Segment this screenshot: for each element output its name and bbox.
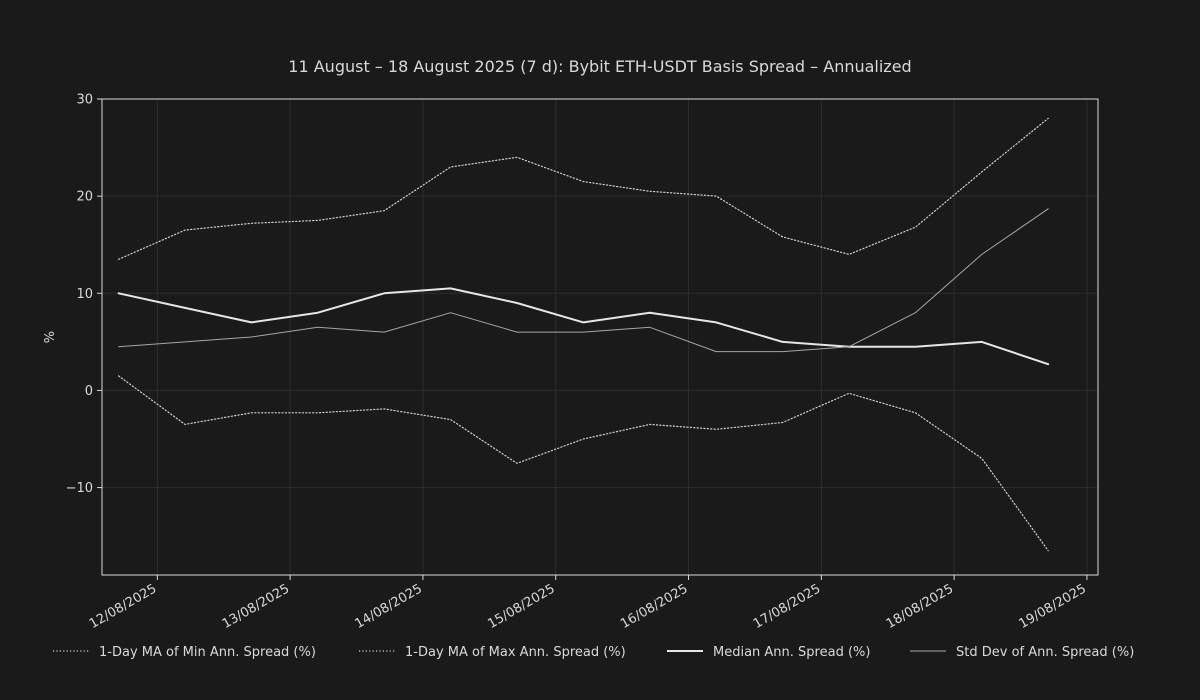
x-tick-label: 16/08/2025 [618,581,690,631]
legend-label: 1-Day MA of Min Ann. Spread (%) [99,645,316,660]
y-axis: −10 0 10 20 30 [66,93,102,496]
y-tick-label: 20 [76,190,93,205]
x-axis: 12/08/2025 13/08/2025 14/08/2025 15/08/2025… [87,575,1089,632]
legend: 1-Day MA of Min Ann. Spread (%) 1-Day MA … [53,645,1134,660]
y-tick-label: 30 [76,93,93,108]
series-line-2 [117,287,1050,366]
plot-frame [101,98,1099,576]
x-tick-label: 14/08/2025 [353,581,425,631]
series-line-3 [118,208,1049,353]
chart-title: 11 August – 18 August 2025 (7 d): Bybit … [288,57,911,76]
x-tick-label: 15/08/2025 [485,581,557,631]
y-tick-label: 10 [76,287,93,302]
y-tick-label: 0 [85,384,93,399]
legend-label: Median Ann. Spread (%) [713,645,870,660]
x-tick-label: 13/08/2025 [220,581,292,631]
y-tick-label: −10 [66,481,93,496]
x-tick-label: 19/08/2025 [1017,581,1089,631]
y-axis-label: % [43,331,58,343]
x-tick-label: 18/08/2025 [884,581,956,631]
legend-label: Std Dev of Ann. Spread (%) [956,645,1134,660]
legend-label: 1-Day MA of Max Ann. Spread (%) [405,645,626,660]
series-lines [117,117,1050,552]
x-tick-label: 12/08/2025 [87,581,159,631]
series-line-0 [117,375,1049,552]
x-tick-label: 17/08/2025 [751,581,823,631]
series-line-1 [117,117,1049,260]
